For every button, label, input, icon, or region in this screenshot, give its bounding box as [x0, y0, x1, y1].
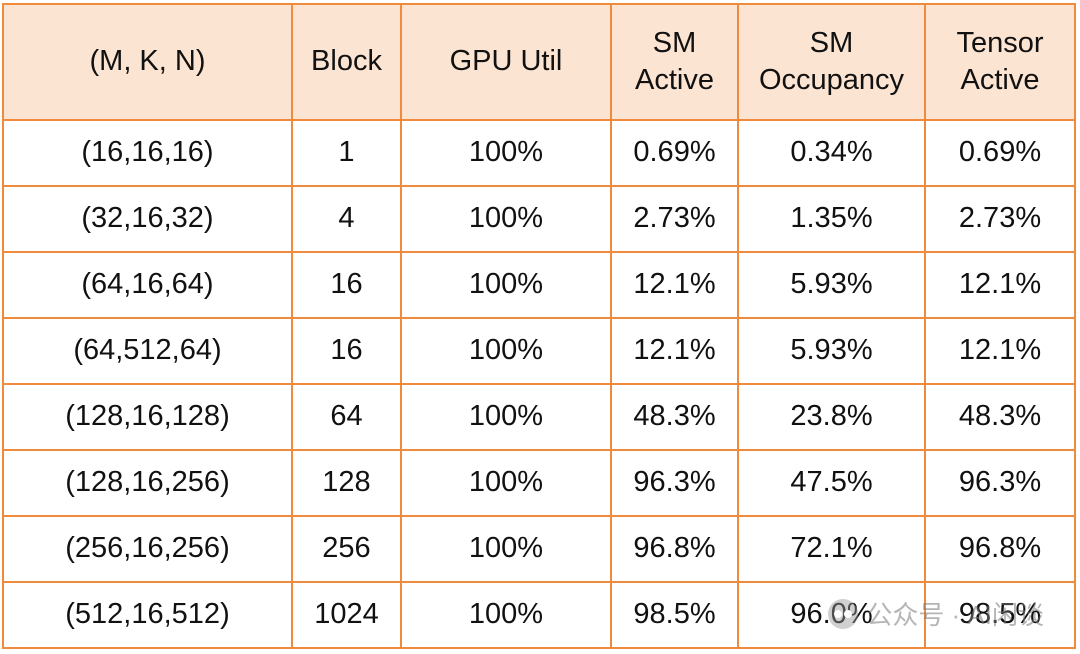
cell-sm-active: 12.1%	[610, 317, 739, 385]
table-row: (512,16,512) 1024 100% 98.5% 96.0% 98.5%	[2, 581, 1076, 649]
table-body: (16,16,16) 1 100% 0.69% 0.34% 0.69% (32,…	[2, 119, 1076, 649]
cell-block: 1024	[291, 581, 402, 649]
cell-gpu-util: 100%	[400, 251, 612, 319]
header-cell-mkn: (M, K, N)	[2, 3, 293, 121]
cell-sm-occupancy: 23.8%	[737, 383, 926, 451]
cell-gpu-util: 100%	[400, 515, 612, 583]
cell-gpu-util: 100%	[400, 185, 612, 253]
cell-block: 64	[291, 383, 402, 451]
table-row: (128,16,128) 64 100% 48.3% 23.8% 48.3%	[2, 383, 1076, 451]
header-text: (M, K, N)	[89, 45, 206, 78]
cell-mkn: (128,16,128)	[2, 383, 293, 451]
cell-mkn: (32,16,32)	[2, 185, 293, 253]
header-text-line1: Tensor	[956, 26, 1044, 59]
cell-mkn: (512,16,512)	[2, 581, 293, 649]
header-cell-sm-occupancy: SM Occupancy	[737, 3, 926, 121]
cell-block: 4	[291, 185, 402, 253]
cell-sm-active: 98.5%	[610, 581, 739, 649]
header-row: (M, K, N) Block GPU Util SM Active SM Oc…	[2, 3, 1076, 121]
cell-gpu-util: 100%	[400, 449, 612, 517]
cell-gpu-util: 100%	[400, 317, 612, 385]
cell-sm-active: 0.69%	[610, 119, 739, 187]
cell-sm-occupancy: 47.5%	[737, 449, 926, 517]
cell-tensor-active: 96.3%	[924, 449, 1076, 517]
cell-block: 256	[291, 515, 402, 583]
cell-sm-active: 96.3%	[610, 449, 739, 517]
cell-mkn: (128,16,256)	[2, 449, 293, 517]
table-row: (256,16,256) 256 100% 96.8% 72.1% 96.8%	[2, 515, 1076, 583]
table-row: (64,16,64) 16 100% 12.1% 5.93% 12.1%	[2, 251, 1076, 319]
table-header: (M, K, N) Block GPU Util SM Active SM Oc…	[2, 3, 1076, 121]
cell-tensor-active: 2.73%	[924, 185, 1076, 253]
cell-sm-occupancy: 5.93%	[737, 251, 926, 319]
cell-tensor-active: 48.3%	[924, 383, 1076, 451]
cell-sm-active: 48.3%	[610, 383, 739, 451]
cell-tensor-active: 12.1%	[924, 317, 1076, 385]
data-table-container: (M, K, N) Block GPU Util SM Active SM Oc…	[2, 3, 1076, 649]
cell-sm-occupancy: 0.34%	[737, 119, 926, 187]
cell-mkn: (64,16,64)	[2, 251, 293, 319]
header-cell-block: Block	[291, 3, 402, 121]
header-cell-sm-active: SM Active	[610, 3, 739, 121]
cell-mkn: (256,16,256)	[2, 515, 293, 583]
cell-tensor-active: 12.1%	[924, 251, 1076, 319]
gpu-metrics-table: (M, K, N) Block GPU Util SM Active SM Oc…	[2, 3, 1076, 649]
cell-gpu-util: 100%	[400, 581, 612, 649]
cell-sm-occupancy: 1.35%	[737, 185, 926, 253]
cell-sm-occupancy: 96.0%	[737, 581, 926, 649]
cell-block: 16	[291, 317, 402, 385]
cell-mkn: (64,512,64)	[2, 317, 293, 385]
cell-gpu-util: 100%	[400, 383, 612, 451]
cell-tensor-active: 0.69%	[924, 119, 1076, 187]
cell-tensor-active: 98.5%	[924, 581, 1076, 649]
cell-sm-active: 12.1%	[610, 251, 739, 319]
header-text: Block	[311, 45, 382, 78]
cell-sm-active: 96.8%	[610, 515, 739, 583]
header-text-line2: Active	[635, 64, 714, 96]
table-row: (64,512,64) 16 100% 12.1% 5.93% 12.1%	[2, 317, 1076, 385]
cell-tensor-active: 96.8%	[924, 515, 1076, 583]
header-text-line1: SM	[809, 26, 854, 59]
table-row: (16,16,16) 1 100% 0.69% 0.34% 0.69%	[2, 119, 1076, 187]
cell-sm-occupancy: 72.1%	[737, 515, 926, 583]
cell-block: 1	[291, 119, 402, 187]
header-text-line2: Occupancy	[758, 64, 905, 96]
cell-sm-occupancy: 5.93%	[737, 317, 926, 385]
cell-sm-active: 2.73%	[610, 185, 739, 253]
header-text-line1: SM	[652, 26, 697, 59]
header-cell-gpu-util: GPU Util	[400, 3, 612, 121]
header-cell-tensor-active: Tensor Active	[924, 3, 1076, 121]
header-text-line2: Active	[960, 64, 1040, 96]
cell-block: 128	[291, 449, 402, 517]
table-row: (128,16,256) 128 100% 96.3% 47.5% 96.3%	[2, 449, 1076, 517]
cell-mkn: (16,16,16)	[2, 119, 293, 187]
cell-gpu-util: 100%	[400, 119, 612, 187]
table-row: (32,16,32) 4 100% 2.73% 1.35% 2.73%	[2, 185, 1076, 253]
header-text: GPU Util	[449, 45, 563, 78]
cell-block: 16	[291, 251, 402, 319]
